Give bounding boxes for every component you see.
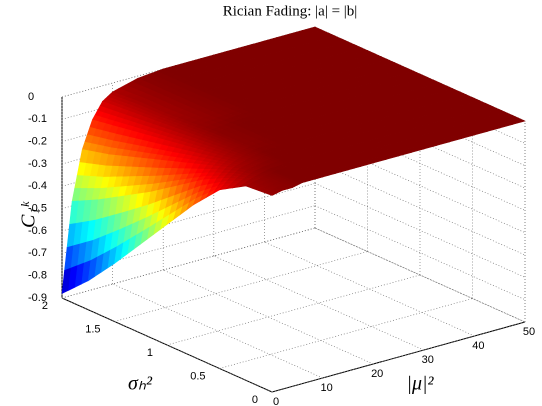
x-tick-label: 30: [422, 354, 434, 366]
x-tick-label: 50: [523, 326, 535, 338]
x-tick-label: 20: [371, 368, 383, 380]
y-tick-label: 0.5: [190, 370, 205, 382]
z-tick-label: -0.9: [28, 292, 47, 304]
chart-title: Rician Fading: |a| = |b|: [223, 3, 358, 19]
z-tick-label: -0.6: [28, 225, 47, 237]
grid-line: [314, 183, 526, 278]
z-tick-label: -0.3: [28, 158, 47, 170]
z-tick-label: -0.2: [28, 136, 47, 148]
y-axis-label: σₕ²: [128, 373, 153, 395]
grid-line: [114, 251, 368, 322]
z-tick-label: -0.7: [28, 247, 47, 259]
axes: 0102030405000.511.520-0.1-0.2-0.3-0.4-0.…: [28, 26, 535, 406]
y-tick-label: 2: [42, 300, 48, 312]
z-axis-label: C₁ᵏ: [18, 201, 40, 228]
y-tick-label: 1: [147, 347, 153, 359]
x-tick-label: 0: [273, 396, 279, 406]
z-tick-label: -0.8: [28, 270, 47, 282]
x-axis-label: |μ|²: [406, 373, 434, 395]
z-tick-label: -0.1: [28, 113, 47, 125]
y-tick-label: 1.5: [85, 323, 100, 335]
z-tick-label: -0.4: [28, 180, 47, 192]
grid-line: [314, 205, 526, 300]
x-axis: [271, 321, 526, 393]
x-tick-label: 40: [472, 340, 484, 352]
grid-line: [219, 298, 473, 369]
z-tick-label: -0.5: [28, 203, 47, 215]
grid-line: [166, 274, 421, 346]
y-tick-label: 0: [252, 394, 258, 406]
surface-patch: [264, 191, 276, 196]
grid-line: [213, 255, 424, 351]
surface: [61, 26, 526, 295]
grid-line: [112, 283, 323, 379]
x-tick-label: 10: [320, 382, 332, 394]
z-tick-label: 0: [28, 91, 34, 103]
